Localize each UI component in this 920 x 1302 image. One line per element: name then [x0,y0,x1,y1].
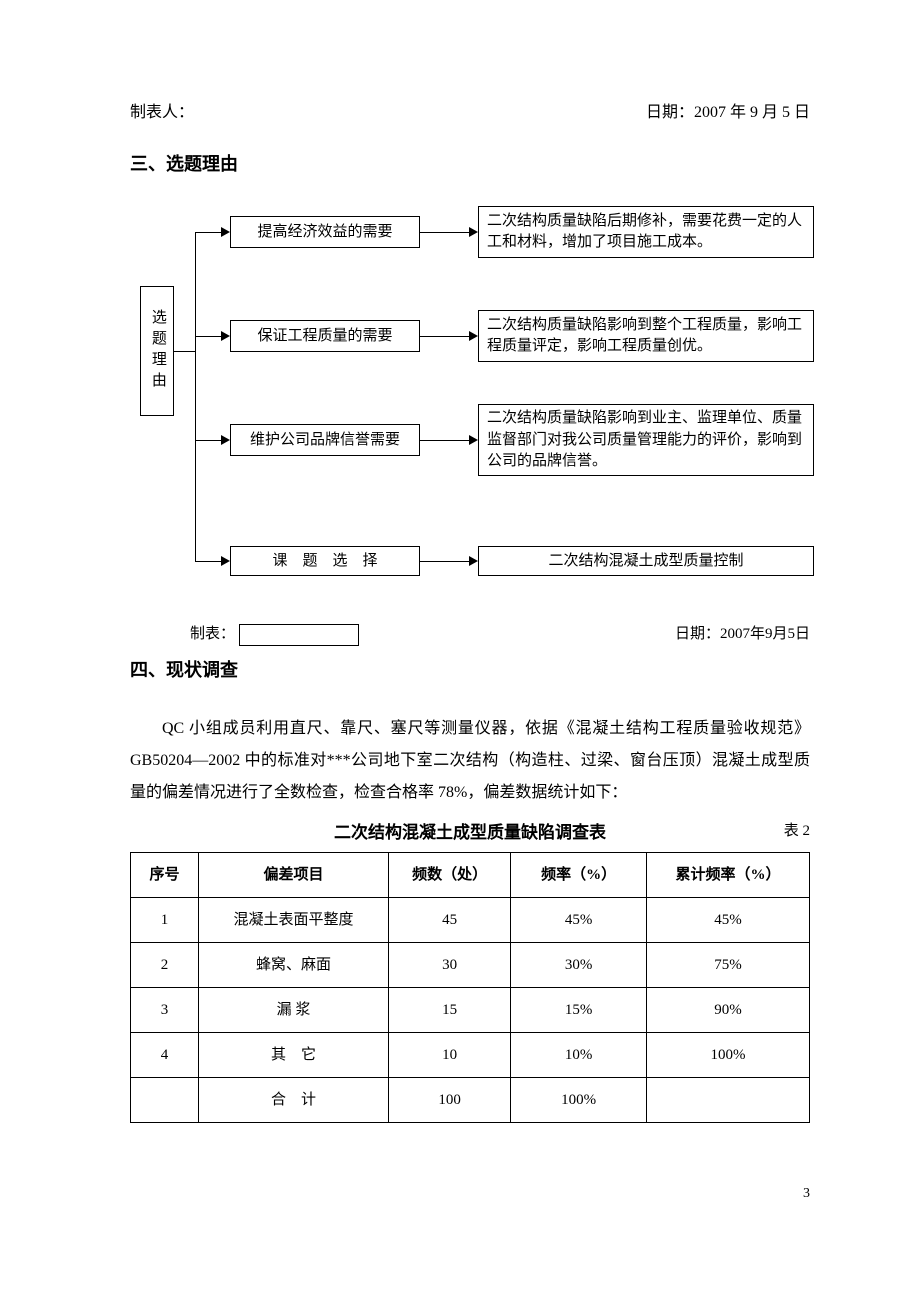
author-label: 制表人： [130,100,194,126]
flow-right-0: 二次结构质量缺陷后期修补，需要花费一定的人工和材料，增加了项目施工成本。 [478,206,814,258]
flow-mid-3: 课 题 选 择 [230,546,420,576]
table-row: 3漏 浆1515%90% [131,988,810,1033]
table-cell [131,1078,199,1123]
table-header-cell: 序号 [131,853,199,898]
table-row: 4其 它1010%100% [131,1033,810,1078]
table-cell: 合 计 [198,1078,388,1123]
table-row: 2蜂窝、麻面3030%75% [131,943,810,988]
table-cell: 2 [131,943,199,988]
top-meta: 制表人： 日期：2007 年 9 月 5 日 [130,100,810,126]
flowchart: 选题理由 提高经济效益的需要 二次结构质量缺陷后期修补，需要花费一定的人工和材料，增… [140,206,820,616]
table-header-row: 序号偏差项目频数（处）频率（%）累计频率（%） [131,853,810,898]
table-cell: 3 [131,988,199,1033]
table-header-cell: 频数（处） [389,853,511,898]
table-number: 表 2 [784,819,810,843]
flowchart-footer: 制表： 日期：2007年9月5日 [190,622,810,646]
table-header-cell: 偏差项目 [198,853,388,898]
table-cell: 45 [389,898,511,943]
flow-mid-2: 维护公司品牌信誉需要 [230,424,420,456]
table-cell: 45% [647,898,810,943]
table-header-cell: 累计频率（%） [647,853,810,898]
defect-table: 序号偏差项目频数（处）频率（%）累计频率（%）1混凝土表面平整度4545%45%… [130,852,810,1123]
table-cell: 30% [511,943,647,988]
table-title: 二次结构混凝土成型质量缺陷调查表 [334,819,606,846]
flow-mid-0: 提高经济效益的需要 [230,216,420,248]
table-row: 合 计100100% [131,1078,810,1123]
table-cell: 10 [389,1033,511,1078]
table-cell: 100% [511,1078,647,1123]
flow-right-3: 二次结构混凝土成型质量控制 [478,546,814,576]
flow-mid-1: 保证工程质量的需要 [230,320,420,352]
table-cell: 混凝土表面平整度 [198,898,388,943]
table-cell [647,1078,810,1123]
table-cell: 4 [131,1033,199,1078]
page-number: 3 [130,1183,810,1205]
table-cell: 30 [389,943,511,988]
date-label: 日期：2007 年 9 月 5 日 [646,100,810,126]
flow-author: 制表： [190,622,359,646]
table-cell: 100% [647,1033,810,1078]
table-cell: 100 [389,1078,511,1123]
flow-date: 日期：2007年9月5日 [675,622,810,646]
table-cell: 15 [389,988,511,1033]
table-title-row: 二次结构混凝土成型质量缺陷调查表 表 2 [130,819,810,846]
table-cell: 15% [511,988,647,1033]
table-cell: 1 [131,898,199,943]
flow-root: 选题理由 [140,286,174,416]
table-cell: 漏 浆 [198,988,388,1033]
table-cell: 蜂窝、麻面 [198,943,388,988]
section3-heading: 三、选题理由 [130,150,810,179]
table-row: 1混凝土表面平整度4545%45% [131,898,810,943]
table-cell: 其 它 [198,1033,388,1078]
table-cell: 90% [647,988,810,1033]
flow-author-label: 制表： [190,626,235,642]
section4-paragraph: QC 小组成员利用直尺、靠尺、塞尺等测量仪器，依据《混凝土结构工程质量验收规范》… [130,713,810,809]
flow-right-2: 二次结构质量缺陷影响到业主、监理单位、质量监督部门对我公司质量管理能力的评价，影… [478,404,814,476]
table-cell: 10% [511,1033,647,1078]
blank-box [239,624,359,646]
table-cell: 75% [647,943,810,988]
flow-right-1: 二次结构质量缺陷影响到整个工程质量，影响工程质量评定，影响工程质量创优。 [478,310,814,362]
table-header-cell: 频率（%） [511,853,647,898]
section4-heading: 四、现状调查 [130,656,810,685]
table-cell: 45% [511,898,647,943]
